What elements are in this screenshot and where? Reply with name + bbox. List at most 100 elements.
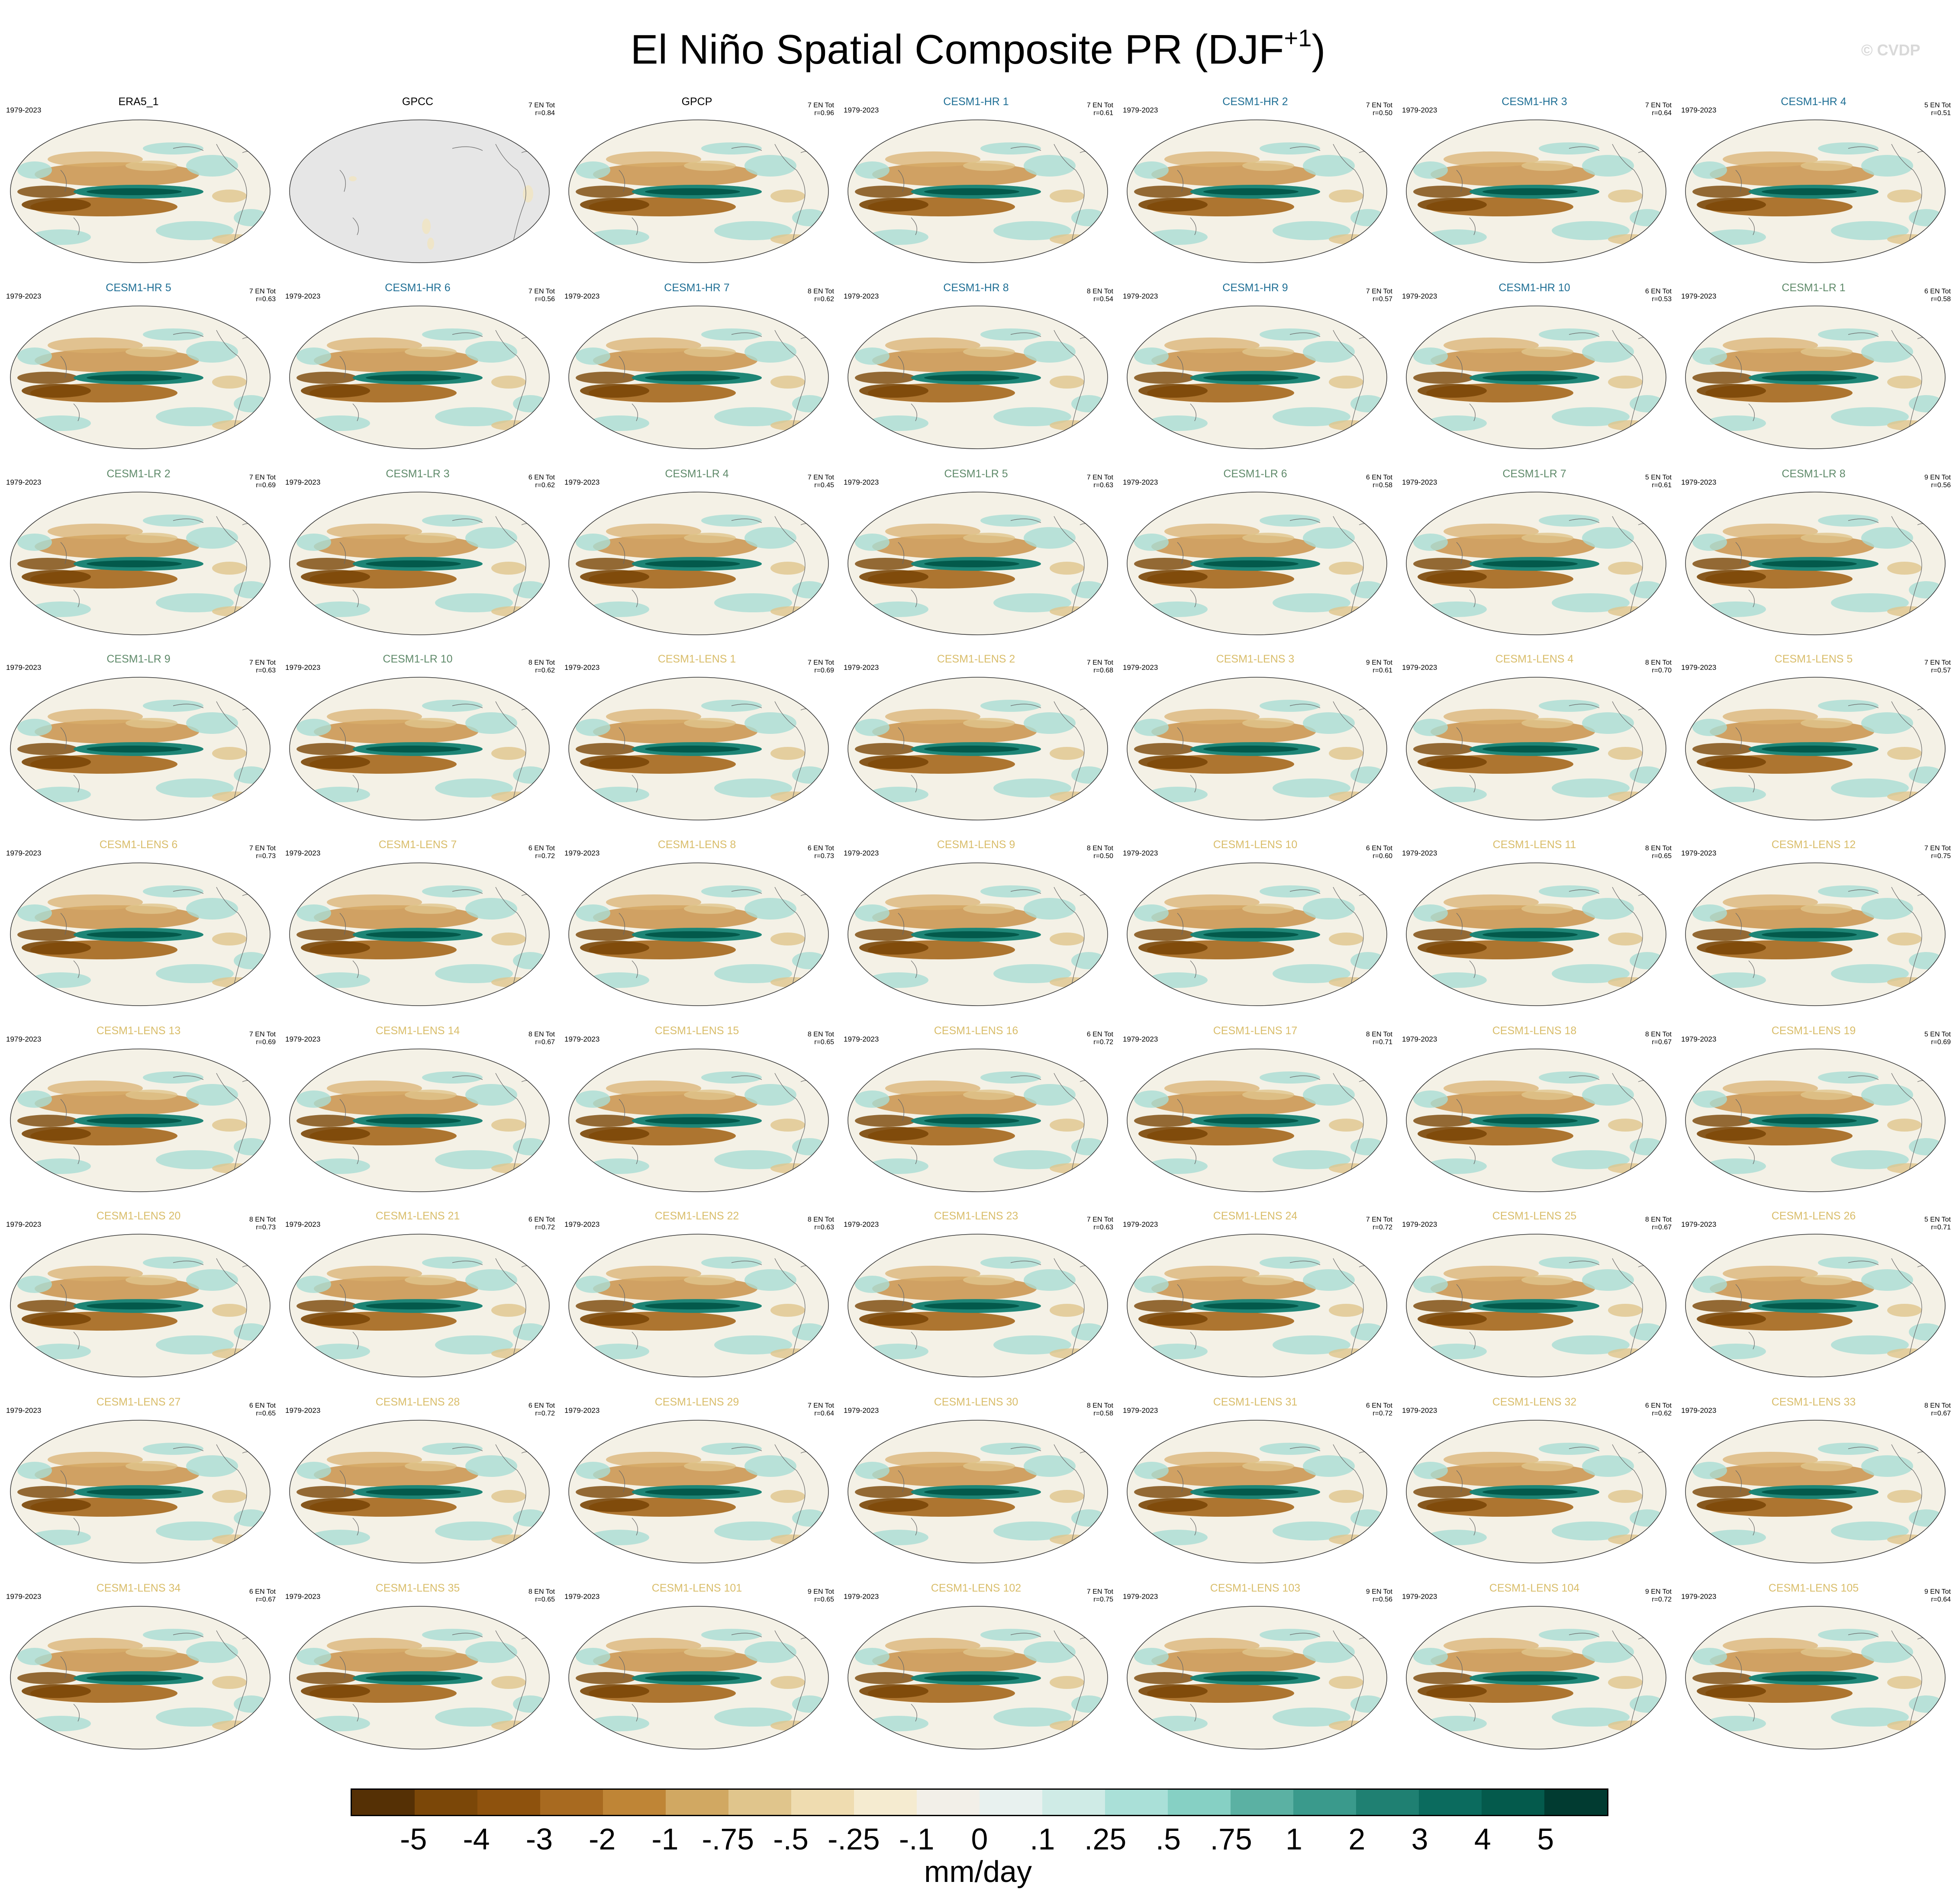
map-projection xyxy=(847,677,1108,820)
event-count: 7 EN Tot xyxy=(249,845,276,852)
map-projection xyxy=(10,119,271,263)
colorbar-tick: .75 xyxy=(1210,1822,1252,1856)
map-projection xyxy=(289,677,550,820)
map-panel: CESM1-LENS 34 1979-2023 6 EN Tot r=0.67 xyxy=(0,1575,278,1760)
panel-stats: 7 EN Tot r=0.45 xyxy=(808,474,834,489)
colorbar-tick: 3 xyxy=(1411,1822,1428,1856)
pattern-correlation: r=0.72 xyxy=(535,852,555,860)
panel-stats: 7 EN Tot r=0.61 xyxy=(1087,102,1113,117)
panel-title: CESM1-LENS 30 xyxy=(934,1396,1018,1408)
panel-years: 1979-2023 xyxy=(6,1592,42,1601)
map-projection xyxy=(1406,119,1666,263)
event-count: 7 EN Tot xyxy=(1924,845,1951,852)
figure-title-superscript: +1 xyxy=(1284,24,1312,51)
panel-title: CESM1-LENS 19 xyxy=(1771,1025,1856,1037)
panel-years: 1979-2023 xyxy=(6,478,42,486)
event-count: 8 EN Tot xyxy=(1645,1031,1672,1038)
colorbar-tick: -1 xyxy=(651,1822,679,1856)
event-count: 8 EN Tot xyxy=(807,288,834,295)
colorbar-tick: -.1 xyxy=(899,1822,934,1856)
event-count: 5 EN Tot xyxy=(1645,474,1672,481)
panel-stats: 6 EN Tot r=0.65 xyxy=(249,1402,276,1418)
pattern-correlation: r=0.65 xyxy=(535,1596,555,1603)
panel-years: 1979-2023 xyxy=(1681,1220,1717,1229)
map-projection xyxy=(289,306,550,449)
event-count: 8 EN Tot xyxy=(1086,1402,1113,1409)
panel-years: 1979-2023 xyxy=(1402,1220,1437,1229)
pattern-correlation: r=0.73 xyxy=(256,1224,276,1231)
pattern-correlation: r=0.65 xyxy=(1652,852,1672,860)
map-panel: CESM1-LENS 11 1979-2023 8 EN Tot r=0.65 xyxy=(1396,832,1674,1017)
panel-years: 1979-2023 xyxy=(285,1220,321,1229)
event-count: 8 EN Tot xyxy=(807,1031,834,1038)
event-count: 7 EN Tot xyxy=(1086,474,1113,481)
pattern-correlation: r=0.70 xyxy=(1652,667,1672,674)
panel-title: CESM1-HR 10 xyxy=(1498,282,1570,294)
event-count: 7 EN Tot xyxy=(807,102,834,109)
panel-stats: 5 EN Tot r=0.61 xyxy=(1645,474,1672,489)
map-projection xyxy=(1127,492,1387,635)
event-count: 6 EN Tot xyxy=(528,1402,555,1409)
colorbar-tick: 5 xyxy=(1537,1822,1554,1856)
panel-stats: 7 EN Tot r=0.63 xyxy=(249,288,276,303)
map-panel: CESM1-LENS 31 1979-2023 6 EN Tot r=0.72 xyxy=(1117,1389,1395,1574)
map-projection xyxy=(1127,119,1387,263)
panel-stats: 9 EN Tot r=0.72 xyxy=(1645,1588,1672,1604)
map-panel: CESM1-LR 7 1979-2023 5 EN Tot r=0.61 xyxy=(1396,461,1674,646)
panel-stats: 9 EN Tot r=0.64 xyxy=(1924,1588,1951,1604)
pattern-correlation: r=0.67 xyxy=(1652,1224,1672,1231)
pattern-correlation: r=0.69 xyxy=(814,667,834,674)
map-projection xyxy=(847,306,1108,449)
pattern-correlation: r=0.72 xyxy=(1652,1596,1672,1603)
map-panel: CESM1-LENS 21 1979-2023 6 EN Tot r=0.72 xyxy=(279,1203,557,1388)
colorbar-tick: 2 xyxy=(1348,1822,1366,1856)
event-count: 6 EN Tot xyxy=(249,1588,276,1595)
panel-title: CESM1-LENS 32 xyxy=(1492,1396,1577,1408)
map-panel: CESM1-LR 6 1979-2023 6 EN Tot r=0.58 xyxy=(1117,461,1395,646)
map-panel: CESM1-LR 2 1979-2023 7 EN Tot r=0.69 xyxy=(0,461,278,646)
map-panel: CESM1-HR 9 1979-2023 7 EN Tot r=0.57 xyxy=(1117,275,1395,460)
map-projection xyxy=(568,862,829,1006)
pattern-correlation: r=0.61 xyxy=(1093,109,1113,117)
event-count: 5 EN Tot xyxy=(1924,1031,1951,1038)
map-projection xyxy=(1406,492,1666,635)
event-count: 7 EN Tot xyxy=(249,474,276,481)
panel-title: CESM1-LENS 29 xyxy=(654,1396,739,1408)
panel-title: CESM1-LR 1 xyxy=(1782,282,1846,294)
map-projection xyxy=(1685,1048,1946,1192)
map-projection xyxy=(1406,677,1666,820)
panel-stats: 6 EN Tot r=0.72 xyxy=(528,1402,555,1418)
panel-stats: 7 EN Tot r=0.84 xyxy=(528,102,555,117)
colorbar-tick: -.75 xyxy=(702,1822,754,1856)
map-projection xyxy=(1406,1048,1666,1192)
event-count: 8 EN Tot xyxy=(1645,845,1672,852)
pattern-correlation: r=0.67 xyxy=(535,1039,555,1046)
panel-title: CESM1-LENS 9 xyxy=(937,839,1015,851)
panel-years: 1979-2023 xyxy=(844,663,879,672)
pattern-correlation: r=0.58 xyxy=(1373,482,1392,489)
panel-title: CESM1-LENS 5 xyxy=(1774,653,1853,665)
event-count: 8 EN Tot xyxy=(1086,288,1113,295)
map-panel: CESM1-LENS 27 1979-2023 6 EN Tot r=0.65 xyxy=(0,1389,278,1574)
panel-stats: 8 EN Tot r=0.67 xyxy=(1645,1031,1672,1046)
map-projection xyxy=(289,1606,550,1750)
panel-stats: 7 EN Tot r=0.63 xyxy=(1087,474,1113,489)
panel-title: CESM1-LR 10 xyxy=(383,653,453,665)
map-panel: CESM1-LENS 102 1979-2023 7 EN Tot r=0.75 xyxy=(838,1575,1116,1760)
panel-stats: 8 EN Tot r=0.67 xyxy=(1924,1402,1951,1418)
pattern-correlation: r=0.69 xyxy=(1931,1039,1951,1046)
panel-years: 1979-2023 xyxy=(1681,1035,1717,1043)
pattern-correlation: r=0.72 xyxy=(1093,1039,1113,1046)
event-count: 7 EN Tot xyxy=(249,288,276,295)
panel-title: CESM1-LENS 17 xyxy=(1213,1025,1298,1037)
panel-title: CESM1-LENS 16 xyxy=(934,1025,1018,1037)
panel-years: 1979-2023 xyxy=(1123,106,1158,114)
panel-stats: 7 EN Tot r=0.64 xyxy=(1645,102,1672,117)
map-panel: CESM1-LENS 3 1979-2023 9 EN Tot r=0.61 xyxy=(1117,646,1395,831)
map-projection xyxy=(847,1048,1108,1192)
panel-years: 1979-2023 xyxy=(564,849,600,857)
pattern-correlation: r=0.67 xyxy=(1931,1410,1951,1417)
panel-years: 1979-2023 xyxy=(844,1406,879,1415)
panel-title: CESM1-LENS 105 xyxy=(1768,1582,1859,1594)
panel-years: 1979-2023 xyxy=(1123,849,1158,857)
